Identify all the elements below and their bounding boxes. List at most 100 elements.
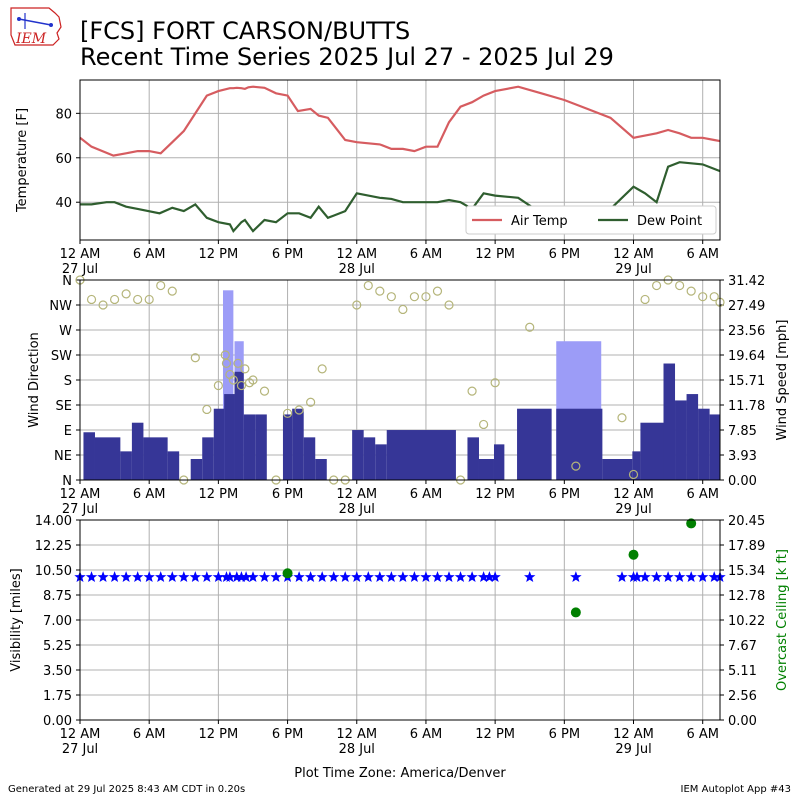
speed-bar	[94, 437, 121, 480]
x-tick-label: 12 AM	[60, 247, 101, 262]
visibility-point	[420, 571, 432, 582]
x-tick-label: 6 AM	[133, 247, 166, 262]
direction-point	[617, 413, 627, 423]
speed-bar	[698, 408, 710, 480]
visibility-tick-label: 5.25	[43, 639, 72, 654]
speed-tick-label: 15.71	[728, 374, 765, 389]
x-tick-label: 6 PM	[272, 487, 303, 502]
speed-bar	[234, 371, 244, 480]
ceiling-tick-label: 15.34	[728, 564, 765, 579]
y-tick-label: 80	[55, 107, 72, 122]
direction-point	[282, 408, 293, 418]
x-tick-label: 12 AM	[336, 727, 377, 742]
ceiling-tick-label: 10.22	[728, 614, 765, 629]
x-tick-label: 12 AM	[613, 247, 654, 262]
visibility-point	[224, 571, 236, 582]
direction-point	[228, 375, 238, 385]
direction-point	[386, 292, 396, 302]
visibility-tick-label: 1.75	[43, 689, 72, 704]
x-tick-label: 12 PM	[199, 247, 239, 262]
speed-bar	[303, 437, 316, 480]
visibility-tick-label: 14.00	[35, 514, 72, 529]
speed-bar	[363, 437, 376, 480]
visibility-point	[120, 571, 132, 582]
direction-point	[363, 280, 373, 291]
visibility-point	[385, 571, 398, 582]
y-axis-label: Wind Direction	[27, 332, 42, 428]
direction-tick-label: E	[64, 424, 72, 439]
direction-point	[698, 292, 708, 302]
visibility-point	[616, 571, 628, 582]
x-tick-label: 12 AM	[60, 727, 101, 742]
ceiling-tick-label: 7.67	[728, 639, 757, 654]
iem-logo: IEM	[10, 7, 62, 47]
speed-bar	[202, 437, 214, 480]
visibility-point	[570, 571, 582, 582]
panel-frame	[79, 79, 721, 241]
direction-point	[144, 294, 154, 305]
x-tick-label: 6 AM	[686, 487, 719, 502]
speed-bar	[282, 414, 293, 480]
x-tick-label: 12 PM	[475, 487, 515, 502]
direction-point	[240, 364, 250, 374]
series-line-dew-point	[80, 161, 721, 234]
visibility-point	[454, 571, 467, 582]
direction-point	[421, 292, 431, 302]
gust-bar	[222, 290, 234, 480]
x-tick-label: 12 AM	[613, 487, 654, 502]
speed-bar	[663, 363, 676, 480]
speed-bar	[213, 408, 225, 480]
speed-bar	[315, 458, 327, 480]
direction-point	[628, 469, 639, 480]
y-axis-label: Visibility [miles]	[9, 568, 24, 671]
speed-bar	[675, 400, 687, 480]
speed-bar	[143, 437, 168, 480]
speed-bar	[493, 444, 505, 480]
visibility-tick-label: 10.50	[35, 564, 72, 579]
ceiling-tick-label: 12.78	[728, 589, 765, 604]
x-tick-date-label: 29 Jul	[615, 502, 651, 517]
legend-box	[465, 205, 717, 235]
direction-tick-label: NW	[49, 299, 72, 314]
direction-point	[651, 280, 662, 291]
x-tick-date-label: 28 Jul	[339, 502, 375, 517]
y-axis-label: Temperature [F]	[15, 108, 30, 213]
speed-bar	[386, 430, 456, 480]
y2-axis-label: Overcast Ceiling [k ft]	[775, 549, 790, 691]
visibility-point	[431, 571, 444, 582]
visibility-tick-label: 8.75	[43, 589, 72, 604]
visibility-point	[650, 571, 663, 582]
direction-point	[490, 378, 500, 388]
visibility-point	[397, 571, 409, 582]
visibility-point	[631, 571, 643, 582]
y2-axis-label: Wind Speed [mph]	[775, 320, 790, 441]
x-tick-label: 12 PM	[475, 247, 515, 262]
y-tick-label: 60	[55, 152, 72, 167]
ceiling-point	[686, 518, 697, 529]
visibility-point	[97, 571, 109, 582]
speed-tick-label: 27.49	[728, 299, 765, 314]
direction-point	[167, 286, 177, 296]
visibility-point	[708, 571, 720, 582]
visibility-point	[132, 571, 144, 582]
speed-bar	[255, 414, 267, 480]
direction-point	[571, 461, 581, 471]
speed-bar	[709, 414, 720, 480]
ceiling-point	[282, 568, 293, 579]
panel-frame	[79, 519, 721, 721]
x-tick-label: 6 AM	[686, 247, 719, 262]
visibility-point	[240, 571, 252, 582]
speed-bar	[375, 444, 387, 480]
direction-point	[525, 322, 535, 332]
x-tick-label: 6 AM	[133, 487, 166, 502]
direction-point	[444, 300, 454, 310]
direction-point	[133, 294, 143, 305]
x-tick-label: 6 PM	[549, 487, 580, 502]
panel-frame	[79, 279, 721, 481]
x-tick-label: 6 AM	[410, 247, 443, 262]
speed-bar	[243, 414, 256, 480]
speed-bar	[352, 430, 364, 480]
x-tick-label: 6 AM	[133, 727, 166, 742]
visibility-point	[673, 571, 686, 582]
direction-point	[236, 380, 247, 391]
